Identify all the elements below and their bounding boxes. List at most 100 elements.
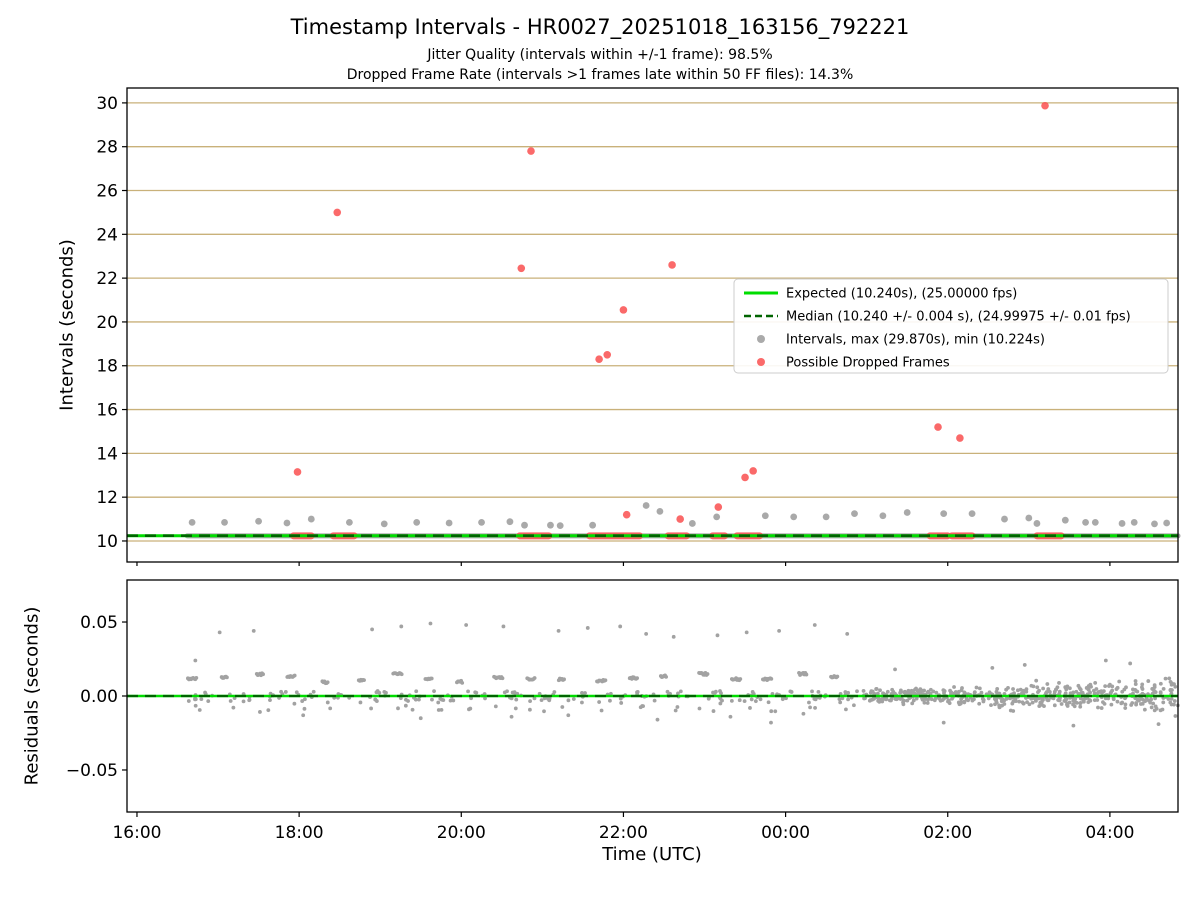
residual-point	[410, 707, 415, 712]
residual-point	[810, 689, 814, 694]
residual-point	[1045, 682, 1050, 686]
residual-point	[959, 697, 964, 701]
dropped-frame-point	[527, 147, 535, 155]
residual-point	[1087, 698, 1092, 702]
residual-point	[750, 689, 755, 694]
residual-point	[1034, 678, 1039, 683]
residual-point	[1166, 697, 1171, 701]
residual-point	[515, 691, 520, 696]
residual-point	[1067, 700, 1072, 705]
residual-point	[769, 720, 773, 725]
residual-point	[1078, 687, 1083, 692]
residual-point	[1134, 701, 1139, 705]
residual-point	[603, 678, 608, 683]
residual-point	[675, 705, 680, 709]
residual-point	[1109, 690, 1113, 695]
residual-point	[1117, 679, 1122, 684]
residual-point	[1036, 690, 1040, 695]
residual-point	[403, 703, 408, 708]
dropped-frame-point	[603, 350, 612, 359]
residual-point	[926, 689, 931, 694]
residual-point	[1134, 689, 1139, 693]
residual-point	[283, 690, 288, 694]
interval-point	[642, 502, 650, 509]
residual-point	[952, 685, 956, 689]
residual-point	[1160, 707, 1165, 712]
residual-point	[1078, 704, 1083, 709]
x-tick-label: 18:00	[275, 823, 324, 843]
residual-point	[1111, 697, 1116, 702]
residual-point	[1115, 699, 1120, 704]
residual-point	[469, 696, 473, 701]
y-tick-label: 10	[96, 532, 118, 552]
dropped-frame-point	[934, 423, 942, 431]
residual-point	[1156, 722, 1161, 727]
residual-point	[1150, 687, 1155, 691]
residual-point	[715, 633, 720, 638]
residual-point	[706, 696, 711, 701]
residual-point	[678, 689, 683, 694]
x-tick-label: 22:00	[599, 823, 648, 843]
interval-point	[1033, 520, 1041, 527]
residual-point	[292, 701, 297, 706]
residual-point	[950, 696, 954, 701]
legend-box	[733, 278, 1169, 374]
residual-point	[464, 623, 469, 627]
residual-point	[990, 665, 995, 670]
x-tick-label: 04:00	[1085, 823, 1134, 843]
residual-point	[898, 688, 903, 693]
residual-point	[997, 703, 1002, 708]
dropped-frame-point	[517, 264, 526, 273]
residual-point	[1168, 700, 1173, 705]
y-tick-label: 14	[96, 444, 118, 464]
residual-point	[1073, 697, 1078, 701]
dropped-frame-point	[668, 261, 676, 269]
interval-point	[188, 518, 196, 526]
residual-point	[801, 711, 806, 716]
chart-subtitle-dropped-frame-rate: Dropped Frame Rate (intervals >1 frames …	[346, 67, 854, 83]
residual-point	[638, 705, 643, 710]
residual-point	[1057, 689, 1062, 694]
residual-point	[1151, 701, 1156, 706]
residual-point	[1139, 702, 1143, 706]
residual-point	[914, 696, 919, 701]
residual-point	[1148, 700, 1153, 705]
y-tick-label: 20	[96, 313, 118, 333]
interval-point	[968, 510, 976, 517]
residual-point	[228, 699, 233, 703]
interval-point	[478, 518, 485, 526]
interval-point	[221, 518, 228, 526]
residual-point	[1168, 679, 1173, 684]
dropped-frame-point	[749, 467, 757, 475]
residual-point	[912, 687, 917, 692]
residual-point	[1107, 684, 1111, 688]
residual-point	[1093, 681, 1098, 685]
residual-point	[712, 691, 717, 695]
residual-point	[468, 706, 473, 711]
residual-point	[1055, 685, 1060, 690]
y-tick-label: 12	[96, 488, 118, 508]
residual-point	[902, 698, 906, 703]
residual-point	[893, 697, 898, 702]
residual-point	[1071, 702, 1075, 707]
residual-point	[673, 708, 678, 713]
interval-point	[589, 521, 597, 529]
residual-point	[193, 658, 198, 663]
residual-point	[325, 700, 330, 705]
residual-point	[546, 696, 550, 701]
residual-point	[777, 628, 782, 633]
residual-point	[697, 706, 702, 711]
residual-point	[910, 701, 915, 706]
residual-point	[217, 630, 222, 635]
residual-point	[1154, 706, 1159, 711]
residual-point	[970, 698, 975, 703]
residual-point	[580, 700, 584, 705]
residual-point	[448, 698, 453, 703]
residual-point	[1163, 676, 1168, 681]
residual-point	[206, 699, 211, 704]
residual-point	[753, 699, 758, 704]
residual-point	[885, 689, 890, 694]
residual-point	[1045, 697, 1050, 702]
residual-point	[989, 703, 993, 708]
residual-point	[358, 700, 363, 705]
